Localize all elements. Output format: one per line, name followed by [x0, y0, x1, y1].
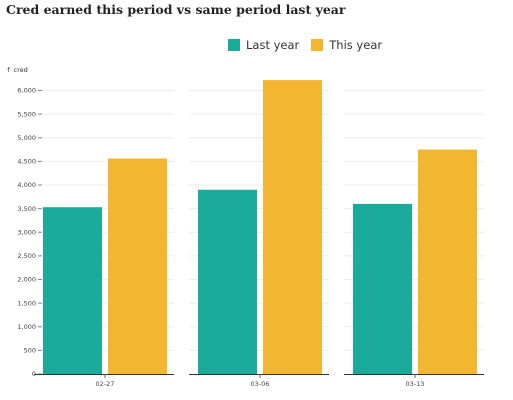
y-tick-label: 6,000: [17, 87, 36, 95]
legend-item-last-year[interactable]: Last year: [228, 38, 299, 52]
y-tick-label: 0: [32, 370, 36, 378]
legend-label-last-year: Last year: [246, 38, 300, 52]
y-tick-label: 1,000: [17, 323, 36, 331]
y-tick-label: 5,000: [17, 134, 36, 142]
legend-label-this-year: This year: [329, 38, 383, 52]
y-tick-label: 4,500: [17, 158, 36, 166]
x-tick-label: 02-27: [96, 380, 115, 388]
x-tick-label: 03-13: [406, 380, 425, 388]
chart-title: Cred earned this period vs same period l…: [6, 2, 346, 17]
bar-last-year-02-27: [43, 207, 102, 374]
y-tick-label: 4,000: [17, 181, 36, 189]
bar-last-year-03-13: [353, 203, 412, 374]
legend-item-this-year[interactable]: This year: [311, 38, 382, 52]
y-axis-label: ↑ cred: [6, 66, 28, 74]
legend-swatch-last-year: [228, 39, 240, 51]
y-tick-label: 2,500: [17, 252, 36, 260]
y-tick-label: 3,500: [17, 205, 36, 213]
y-tick-label: 3,000: [17, 228, 36, 236]
x-tick-label: 03-06: [251, 380, 270, 388]
y-tick-label: 1,500: [17, 299, 36, 307]
y-tick-label: 500: [24, 347, 36, 355]
legend-swatch-this-year: [311, 39, 324, 51]
y-tick-label: 5,500: [17, 110, 36, 118]
bar-last-year-03-06: [198, 189, 257, 374]
bar-this-year-02-27: [108, 158, 167, 374]
bar-this-year-03-06: [263, 80, 322, 374]
y-tick-label: 2,000: [17, 276, 36, 284]
bar-this-year-03-13: [418, 149, 477, 374]
chart-legend: Last year This year: [228, 38, 394, 52]
